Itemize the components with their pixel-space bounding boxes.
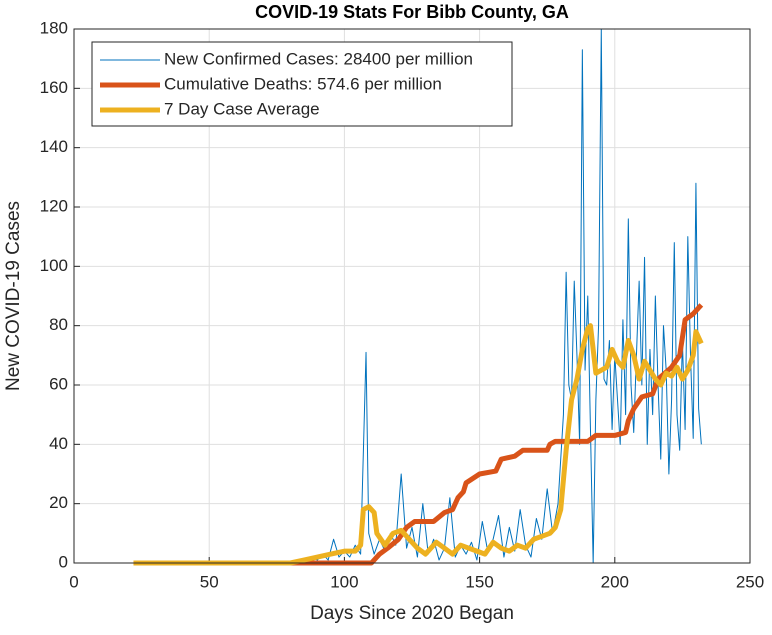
x-tick-label: 200 bbox=[601, 572, 629, 591]
x-tick-label: 100 bbox=[330, 572, 358, 591]
x-tick-label: 150 bbox=[465, 572, 493, 591]
axes-box bbox=[73, 28, 751, 564]
x-axis-label: Days Since 2020 Began bbox=[310, 603, 514, 624]
chart-title: COVID-19 Stats For Bibb County, GA bbox=[255, 2, 569, 22]
y-tick-label: 0 bbox=[59, 552, 68, 571]
y-tick-label: 80 bbox=[49, 315, 68, 334]
y-tick-label: 160 bbox=[40, 78, 68, 97]
x-tick-label: 250 bbox=[736, 572, 764, 591]
y-tick-label: 100 bbox=[40, 256, 68, 275]
legend-box bbox=[91, 41, 513, 127]
y-tick-label: 20 bbox=[49, 493, 68, 512]
y-axis-label: New COVID-19 Cases bbox=[3, 201, 24, 391]
legend-label: Cumulative Deaths: 574.6 per million bbox=[164, 74, 442, 93]
y-tick-label: 120 bbox=[40, 196, 68, 215]
x-tick-label: 50 bbox=[200, 572, 219, 591]
data-line bbox=[133, 323, 704, 566]
y-tick-label: 140 bbox=[40, 137, 68, 156]
y-tick-label: 40 bbox=[49, 434, 68, 453]
y-tick-label: 180 bbox=[40, 18, 68, 37]
legend-label: 7 Day Case Average bbox=[164, 99, 320, 118]
y-tick-label: 60 bbox=[49, 374, 68, 393]
x-tick-label: 0 bbox=[69, 572, 78, 591]
legend-label: New Confirmed Cases: 28400 per million bbox=[164, 49, 473, 68]
